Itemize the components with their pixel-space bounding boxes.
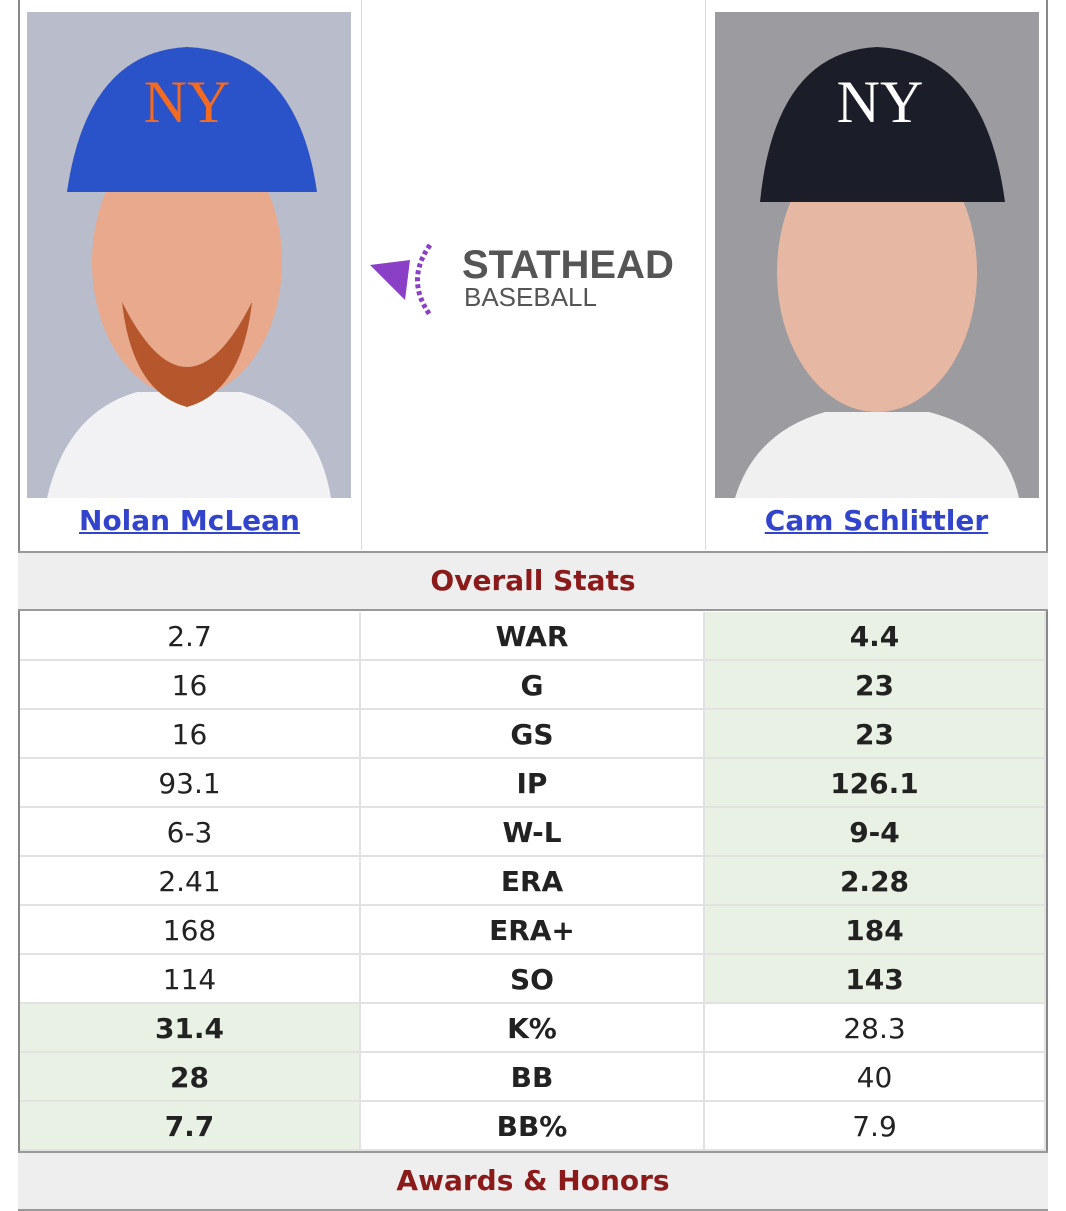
stat-name: GS (361, 710, 705, 759)
stat-value: 16 (20, 661, 361, 710)
stat-name: K% (361, 1004, 705, 1053)
section-header: Overall Stats (18, 551, 1048, 611)
stat-value: 2.41 (20, 857, 361, 906)
stathead-logo: STATHEAD BASEBALL (370, 243, 674, 317)
stat-value: 16 (20, 710, 361, 759)
player-photo: NY (715, 12, 1039, 498)
divider (705, 0, 706, 550)
stat-value: 28.3 (705, 1004, 1046, 1053)
stat-value: 143 (705, 955, 1046, 1004)
stat-value: 93.1 (20, 759, 361, 808)
section-header: Awards & Honors (18, 1151, 1048, 1211)
stat-name: IP (361, 759, 705, 808)
stat-name: SO (361, 955, 705, 1004)
stat-name: WAR (361, 612, 705, 661)
stat-value: 168 (20, 906, 361, 955)
divider (361, 0, 362, 550)
stat-value: 40 (705, 1053, 1046, 1102)
svg-text:NY: NY (144, 69, 231, 135)
stat-value: 28 (20, 1053, 361, 1102)
svg-text:NY: NY (837, 69, 924, 135)
stat-name: W-L (361, 808, 705, 857)
stat-value: 7.7 (20, 1102, 361, 1151)
stat-value: 31.4 (20, 1004, 361, 1053)
stat-name: ERA (361, 857, 705, 906)
stat-value: 114 (20, 955, 361, 1004)
stat-value: 4.4 (705, 612, 1046, 661)
stat-name: ERA+ (361, 906, 705, 955)
player-link[interactable]: Cam Schlittler (764, 504, 989, 537)
logo-title: STATHEAD (462, 243, 674, 287)
stat-value: 2.28 (705, 857, 1046, 906)
stat-value: 23 (705, 661, 1046, 710)
stat-value: 9-4 (705, 808, 1046, 857)
stat-value: 6-3 (20, 808, 361, 857)
player-photo: NY (27, 12, 351, 498)
stat-value: 2.7 (20, 612, 361, 661)
stat-value: 7.9 (705, 1102, 1046, 1151)
stat-name: BB% (361, 1102, 705, 1151)
logo-subtitle: BASEBALL (464, 282, 597, 312)
stat-value: 184 (705, 906, 1046, 955)
stat-name: BB (361, 1053, 705, 1102)
player-link[interactable]: Nolan McLean (79, 504, 300, 537)
stat-value: 126.1 (705, 759, 1046, 808)
stat-value: 23 (705, 710, 1046, 759)
stat-name: G (361, 661, 705, 710)
